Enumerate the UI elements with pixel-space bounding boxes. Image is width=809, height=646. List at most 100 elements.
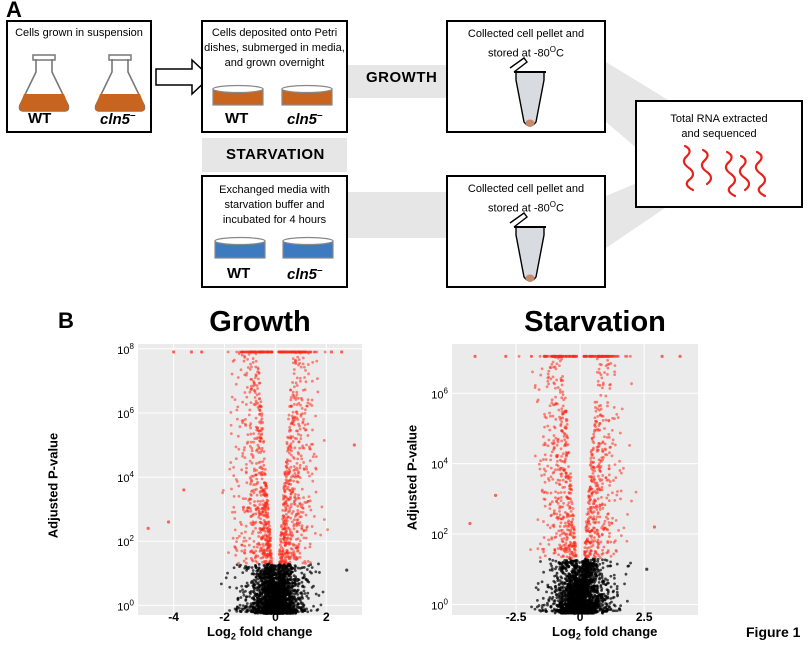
nonsignificant-point bbox=[280, 592, 284, 596]
significant-point bbox=[314, 490, 318, 494]
significant-point bbox=[302, 468, 306, 471]
significant-point bbox=[258, 503, 262, 506]
significant-point bbox=[303, 546, 307, 550]
nonsignificant-point bbox=[302, 585, 306, 589]
significant-point bbox=[265, 486, 269, 490]
significant-point bbox=[596, 515, 599, 519]
significant-point bbox=[598, 508, 602, 511]
significant-point bbox=[297, 440, 301, 444]
significant-point bbox=[590, 454, 594, 458]
starvation-plot-title: Starvation bbox=[524, 306, 666, 338]
significant-point bbox=[261, 510, 264, 514]
nonsignificant-point bbox=[281, 607, 285, 610]
significant-point bbox=[554, 490, 557, 494]
significant-point bbox=[598, 371, 601, 375]
significant-point bbox=[306, 471, 310, 474]
significant-point bbox=[244, 462, 248, 466]
significant-point bbox=[299, 454, 303, 458]
significant-point bbox=[288, 429, 291, 433]
significant-point bbox=[537, 462, 541, 466]
nonsignificant-point bbox=[300, 607, 303, 611]
significant-point bbox=[291, 510, 295, 513]
significant-point bbox=[322, 439, 326, 442]
significant-point bbox=[609, 540, 613, 544]
significant-point bbox=[294, 381, 298, 385]
nonsignificant-point bbox=[609, 597, 613, 600]
significant-point bbox=[598, 515, 602, 519]
significant-point bbox=[252, 467, 256, 471]
significant-point bbox=[567, 519, 571, 523]
significant-point bbox=[312, 452, 316, 456]
significant-point bbox=[264, 511, 268, 515]
significant-point bbox=[282, 516, 286, 520]
significant-point bbox=[303, 560, 307, 563]
nonsignificant-point bbox=[600, 604, 603, 608]
significant-point bbox=[594, 409, 598, 413]
nonsignificant-point bbox=[283, 595, 287, 599]
significant-point bbox=[296, 457, 299, 461]
nonsignificant-point bbox=[233, 576, 237, 579]
significant-point bbox=[606, 517, 610, 521]
significant-point bbox=[262, 457, 266, 461]
significant-point bbox=[309, 561, 312, 565]
petri-dish-orange-mutant-icon bbox=[281, 84, 333, 106]
significant-point bbox=[247, 543, 251, 547]
nonsignificant-point bbox=[247, 565, 251, 569]
significant-point bbox=[234, 382, 238, 386]
significant-point bbox=[295, 557, 299, 561]
nonsignificant-point bbox=[302, 573, 306, 577]
starvation-label: STARVATION bbox=[226, 146, 325, 163]
significant-point bbox=[298, 466, 302, 470]
significant-point bbox=[320, 505, 324, 509]
significant-point bbox=[308, 459, 312, 463]
nonsignificant-point bbox=[228, 609, 231, 612]
significant-point bbox=[546, 464, 550, 468]
significant-point bbox=[256, 426, 260, 430]
significant-point bbox=[559, 499, 563, 503]
significant-point bbox=[289, 530, 292, 534]
nonsignificant-point bbox=[274, 586, 278, 590]
significant-point bbox=[533, 384, 537, 387]
significant-point bbox=[611, 416, 614, 420]
starve-band bbox=[348, 192, 448, 238]
pellet-growth-unit: C bbox=[556, 47, 564, 60]
significant-point bbox=[230, 487, 233, 491]
nonsignificant-point bbox=[259, 569, 263, 573]
nonsignificant-point bbox=[276, 606, 280, 610]
significant-point bbox=[258, 408, 262, 412]
significant-point bbox=[303, 423, 307, 427]
nonsignificant-point bbox=[272, 600, 276, 604]
nonsignificant-point bbox=[267, 576, 271, 580]
significant-point bbox=[285, 536, 289, 540]
significant-point bbox=[283, 350, 286, 354]
significant-point bbox=[261, 552, 265, 556]
significant-point bbox=[284, 499, 288, 503]
petri-growth-mutant-sup: – bbox=[317, 110, 323, 121]
nonsignificant-point bbox=[290, 584, 294, 588]
significant-point bbox=[264, 537, 268, 541]
nonsignificant-point bbox=[297, 582, 301, 585]
significant-point bbox=[634, 490, 638, 494]
significant-point bbox=[546, 424, 550, 428]
petri-growth-box: Cells deposited onto Petri dishes, subme… bbox=[201, 20, 348, 133]
significant-point bbox=[233, 528, 237, 532]
significant-point bbox=[596, 414, 600, 418]
significant-point bbox=[596, 407, 599, 411]
significant-point bbox=[233, 510, 237, 514]
nonsignificant-point bbox=[256, 577, 260, 581]
significant-point bbox=[243, 456, 247, 460]
nonsignificant-point bbox=[244, 564, 248, 568]
significant-point bbox=[256, 443, 260, 447]
significant-point bbox=[292, 457, 296, 460]
significant-point bbox=[256, 405, 260, 409]
significant-point bbox=[296, 509, 300, 512]
nonsignificant-point bbox=[301, 602, 305, 605]
significant-point bbox=[287, 417, 290, 421]
outlier-point bbox=[166, 520, 171, 524]
significant-point bbox=[292, 368, 296, 371]
significant-point bbox=[266, 529, 270, 533]
significant-point bbox=[294, 359, 298, 362]
significant-point bbox=[237, 534, 241, 538]
significant-point bbox=[257, 429, 261, 433]
significant-point bbox=[304, 513, 308, 517]
